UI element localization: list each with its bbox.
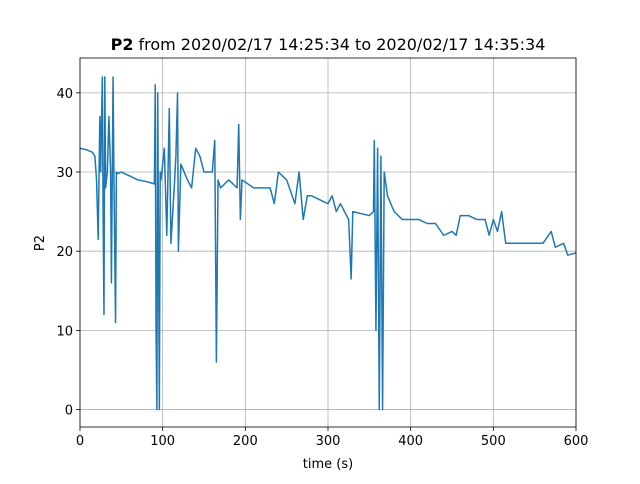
x-tick-label: 200 xyxy=(233,434,258,449)
x-tick-label: 500 xyxy=(481,434,506,449)
data-line xyxy=(79,76,577,411)
x-tick-label: 600 xyxy=(564,434,589,449)
x-tick-label: 100 xyxy=(150,434,175,449)
y-tick-label: 20 xyxy=(56,245,73,260)
y-axis-label: P2 xyxy=(33,235,48,251)
y-tick-label: 30 xyxy=(56,166,73,181)
x-tick-label: 0 xyxy=(76,434,84,449)
x-axis-label: time (s) xyxy=(303,457,353,472)
chart-title: P2 from 2020/02/17 14:25:34 to 2020/02/17… xyxy=(111,35,546,54)
y-tick-label: 0 xyxy=(65,404,73,419)
y-tick-label: 40 xyxy=(56,87,73,102)
x-tick-label: 300 xyxy=(316,434,341,449)
plot-frame xyxy=(79,57,577,428)
title-bold: P2 xyxy=(111,35,134,54)
title-rest: from 2020/02/17 14:25:34 to 2020/02/17 1… xyxy=(138,35,545,54)
y-tick-label: 10 xyxy=(56,324,73,339)
x-tick-label: 400 xyxy=(398,434,423,449)
